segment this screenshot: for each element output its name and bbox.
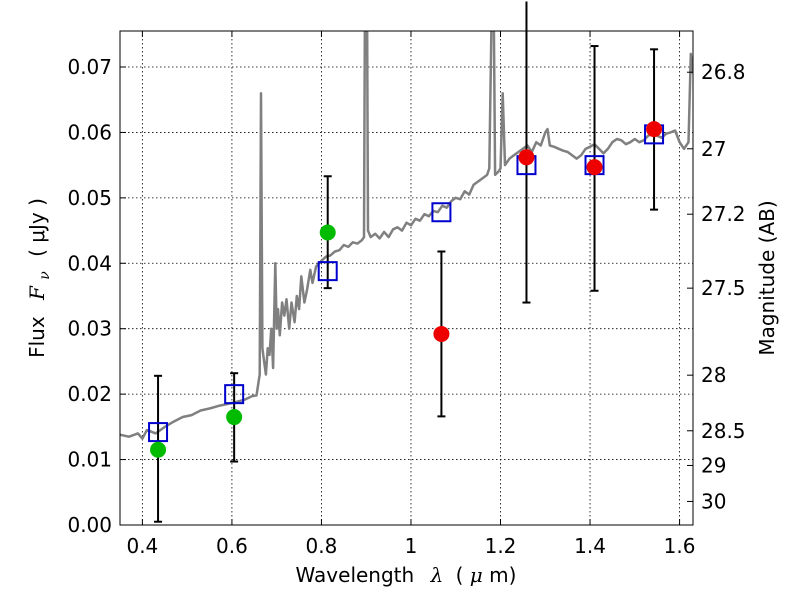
x-axis-label-unit-mu: μ bbox=[470, 563, 483, 587]
x-axis-label: Wavelength λ ( μ m) bbox=[296, 563, 517, 587]
y-axis-label: Flux F ν ( μJy ) bbox=[25, 198, 54, 358]
observed-point bbox=[319, 224, 336, 241]
observed-point bbox=[150, 441, 167, 458]
observed-point bbox=[433, 325, 450, 342]
x-tick-label: 1.6 bbox=[664, 534, 696, 558]
y2-tick-label: 26.8 bbox=[701, 60, 746, 84]
model-photometry-square bbox=[431, 202, 452, 223]
y2-tick-label: 28 bbox=[701, 363, 726, 387]
y-tick-label: 0.06 bbox=[67, 120, 112, 144]
x-tick-label: 1 bbox=[405, 534, 418, 558]
x-axis-label-text: Wavelength bbox=[296, 563, 415, 587]
y2-tick-label: 27.2 bbox=[701, 202, 746, 226]
x-tick-label: 1.2 bbox=[485, 534, 517, 558]
data-layer bbox=[120, 31, 693, 440]
y2-tick-label: 28.5 bbox=[701, 419, 746, 443]
y-axis-label-text: Flux bbox=[25, 316, 49, 358]
spectrum-line bbox=[120, 31, 693, 440]
x-tick-label: 0.8 bbox=[306, 534, 338, 558]
y2-tick-label: 27.5 bbox=[701, 276, 746, 300]
x-tick-label: 0.4 bbox=[126, 534, 158, 558]
y-tick-label: 0.07 bbox=[67, 55, 112, 79]
y-axis-label-symbol: F bbox=[25, 285, 49, 301]
observed-point bbox=[646, 121, 663, 138]
ticks: 0.4 0.6 0.8 1 1.2 1.4 1.6 0.00 0.01 0.02 0.03 0.04 0… bbox=[67, 31, 746, 558]
y-tick-label: 0.03 bbox=[67, 317, 112, 341]
plot-background bbox=[120, 31, 693, 525]
x-axis-label-unit-open: ( bbox=[456, 563, 464, 587]
model-photometry-square bbox=[224, 384, 245, 405]
observed-point bbox=[518, 149, 535, 166]
y-tick-label: 0.04 bbox=[67, 251, 112, 275]
plot-frame bbox=[119, 30, 694, 526]
y2-tick-label: 30 bbox=[701, 489, 726, 513]
x-axis-label-symbol: λ bbox=[430, 563, 444, 587]
y-tick-label: 0.00 bbox=[67, 513, 112, 537]
y2-tick-label: 27 bbox=[701, 137, 726, 161]
y2-axis-label: Magnitude (AB) bbox=[755, 200, 779, 355]
x-axis-label-unit-rest: m) bbox=[489, 563, 516, 587]
y2-tick-label: 29 bbox=[701, 453, 726, 477]
markers bbox=[148, 121, 665, 458]
y-axis-label-subscript: ν bbox=[37, 271, 53, 280]
observed-point bbox=[226, 409, 243, 426]
y-tick-label: 0.02 bbox=[67, 382, 112, 406]
y-tick-label: 0.05 bbox=[67, 186, 112, 210]
model-photometry-square bbox=[148, 422, 169, 443]
observed-point bbox=[586, 159, 603, 176]
y-tick-label: 0.01 bbox=[67, 448, 112, 472]
model-photometry-square bbox=[317, 261, 338, 282]
y-axis-label-unit: ( μJy ) bbox=[25, 198, 49, 257]
x-tick-label: 0.6 bbox=[216, 534, 248, 558]
x-tick-label: 1.4 bbox=[574, 534, 606, 558]
